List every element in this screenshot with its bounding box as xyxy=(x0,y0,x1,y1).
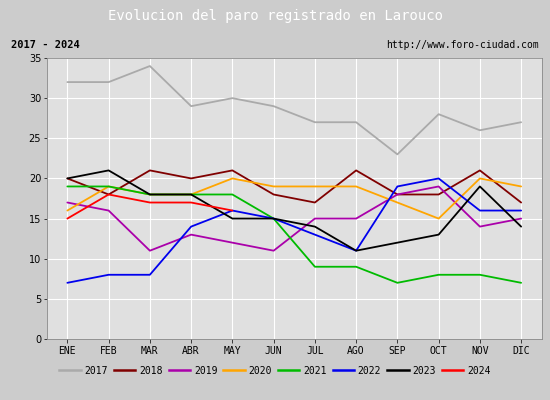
Legend: 2017, 2018, 2019, 2020, 2021, 2022, 2023, 2024: 2017, 2018, 2019, 2020, 2021, 2022, 2023… xyxy=(56,362,494,379)
Text: http://www.foro-ciudad.com: http://www.foro-ciudad.com xyxy=(386,40,539,50)
Text: 2017 - 2024: 2017 - 2024 xyxy=(11,40,80,50)
Text: Evolucion del paro registrado en Larouco: Evolucion del paro registrado en Larouco xyxy=(107,9,443,23)
